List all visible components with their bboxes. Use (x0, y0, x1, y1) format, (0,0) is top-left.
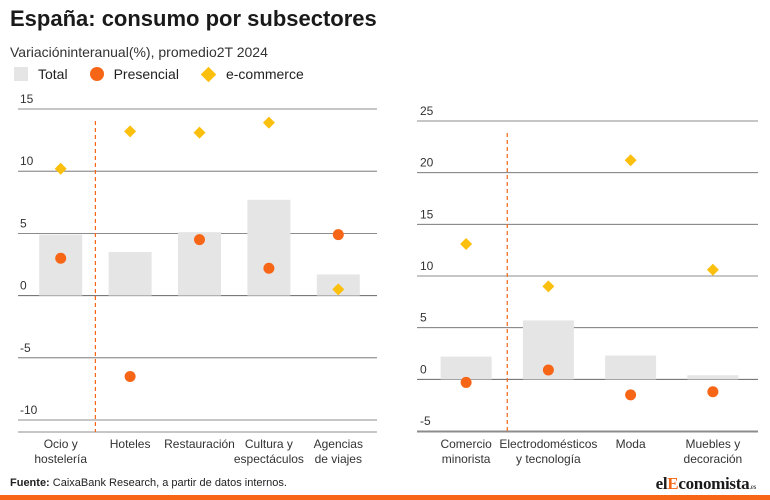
total-bar (247, 199, 291, 296)
x-category-label: Hoteles (110, 437, 151, 451)
presencial-point (124, 370, 136, 382)
x-category-label: Restauración (164, 437, 235, 451)
total-bar (440, 356, 492, 380)
x-category-label: Ocio y (44, 437, 78, 451)
y-tick-label: 0 (420, 362, 427, 376)
ecommerce-point (706, 263, 719, 276)
brand-prefix: el (655, 474, 668, 493)
ecommerce-point (460, 237, 473, 250)
x-category-label: y tecnología (516, 452, 581, 466)
source-label: Fuente: (10, 477, 50, 489)
y-tick-label: 25 (420, 104, 434, 118)
ecommerce-point (624, 154, 637, 167)
presencial-point (625, 389, 637, 401)
legend-label-presencial: Presencial (113, 66, 179, 82)
presencial-point (332, 229, 344, 241)
brand-accent: E (667, 474, 679, 493)
y-tick-label: 5 (20, 216, 27, 230)
y-tick-label: 10 (20, 154, 34, 168)
x-category-label: Muebles y (686, 437, 741, 451)
total-bar (108, 252, 152, 296)
ecommerce-point (262, 116, 275, 129)
total-bar (687, 375, 739, 380)
brand-suffix: .es (749, 483, 756, 491)
bottom-accent-bar (0, 495, 770, 500)
y-tick-label: 15 (420, 207, 434, 221)
x-category-label: hostelería (34, 452, 87, 466)
presencial-point (263, 262, 275, 274)
chart-subtitle: Variacióninteranual(%), promedio2T 2024 (10, 44, 268, 60)
total-bar (605, 355, 657, 380)
legend-label-total: Total (38, 66, 68, 82)
chart-title: España: consumo por subsectores (10, 6, 377, 31)
y-tick-label: -5 (420, 414, 431, 428)
ecommerce-point (54, 162, 67, 175)
y-tick-label: 15 (20, 92, 34, 106)
presencial-point (55, 252, 67, 264)
total-swatch-icon (14, 67, 28, 81)
x-category-label: decoración (684, 452, 743, 466)
x-category-label: espectáculos (234, 452, 304, 466)
legend-item-ecommerce: e-commerce (200, 66, 304, 82)
legend-label-ecommerce: e-commerce (225, 66, 304, 82)
y-tick-label: -5 (20, 341, 31, 355)
x-category-label: Comercio (440, 437, 492, 451)
total-bar (39, 234, 83, 296)
y-tick-label: 10 (420, 259, 434, 273)
legend-item-presencial: Presencial (89, 66, 179, 82)
x-category-label: Agencias (314, 437, 363, 451)
ecommerce-point (124, 125, 137, 138)
presencial-dot-icon (89, 67, 104, 81)
presencial-point (460, 376, 472, 388)
ecommerce-point (332, 283, 345, 296)
x-category-label: de viajes (315, 452, 362, 466)
source-footer: Fuente: CaixaBank Research, a partir de … (10, 477, 287, 489)
legend: Total Presencial e-commerce (14, 66, 326, 82)
ecommerce-point (193, 126, 206, 139)
x-category-label: Moda (616, 437, 646, 451)
presencial-point (194, 234, 205, 246)
legend-item-total: Total (14, 66, 68, 82)
x-category-label: Electrodomésticos (499, 437, 597, 451)
x-category-label: Cultura y (245, 437, 293, 451)
brand-logo: elEconomista.es (655, 474, 757, 494)
source-text: CaixaBank Research, a partir de datos in… (49, 477, 287, 489)
brand-rest: conomista (678, 474, 750, 493)
y-tick-label: 0 (20, 279, 27, 293)
x-category-label: minorista (442, 452, 491, 466)
presencial-point (542, 364, 554, 376)
ecommerce-point (542, 280, 555, 293)
y-tick-label: -10 (20, 403, 38, 417)
y-tick-label: 5 (420, 311, 427, 325)
y-tick-label: 20 (420, 156, 434, 170)
presencial-point (707, 386, 719, 398)
